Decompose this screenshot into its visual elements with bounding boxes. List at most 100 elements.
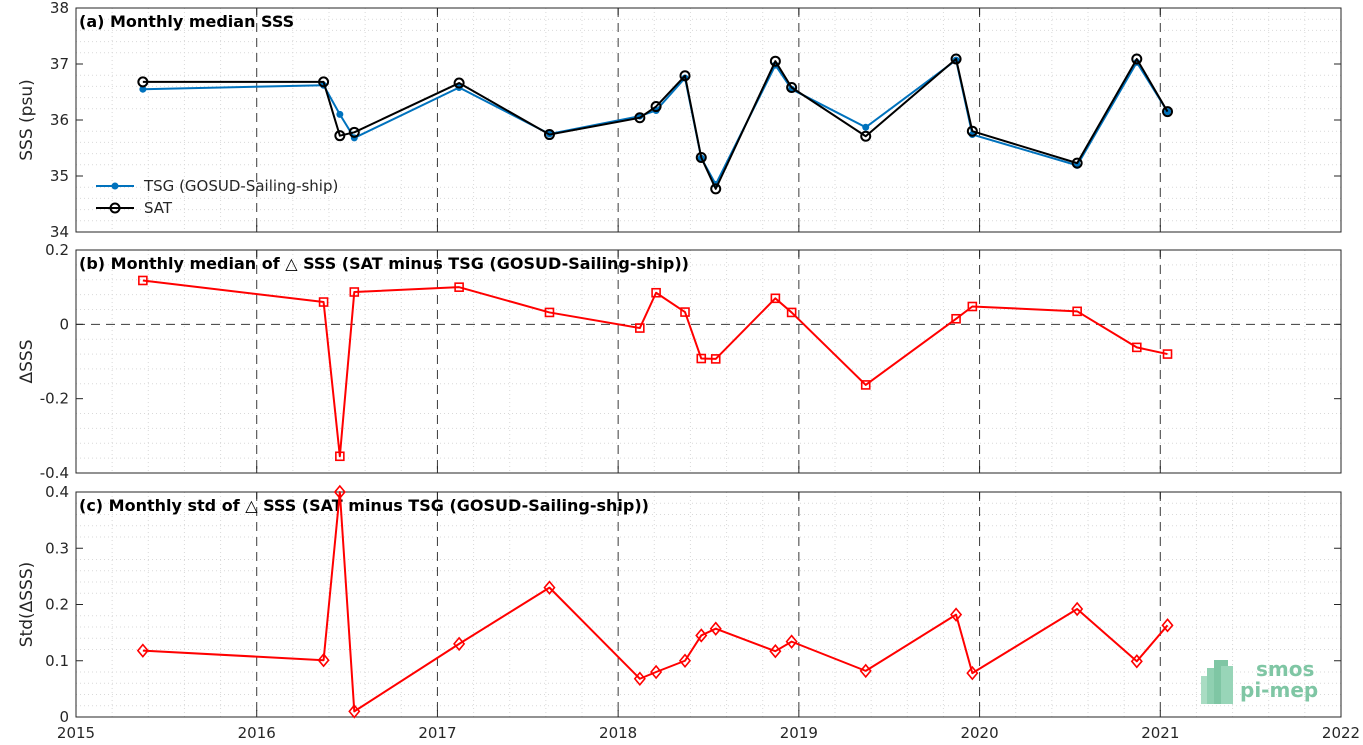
data-point — [1071, 601, 1084, 617]
data-point — [454, 282, 464, 292]
data-point — [770, 293, 781, 304]
data-point — [696, 353, 707, 364]
legend-marker — [109, 202, 121, 214]
x-tick-label: 2021 — [1141, 724, 1179, 742]
x-tick-label: 2020 — [960, 724, 998, 742]
data-point — [769, 55, 781, 67]
data-point — [860, 380, 871, 390]
series-1 — [136, 484, 1174, 719]
data-point — [966, 125, 978, 137]
y-axis-label: SSS (psu) — [17, 79, 37, 160]
data-point — [318, 76, 330, 88]
data-point — [769, 643, 782, 659]
data-point — [860, 130, 872, 142]
data-point — [786, 82, 798, 94]
series-line — [142, 57, 1169, 190]
data-point — [1131, 342, 1142, 353]
smos-pi-mep-logo: smos pi-mep — [1201, 657, 1318, 704]
data-point — [710, 354, 721, 364]
y-tick-label: 0.2 — [45, 596, 69, 614]
y-tick-label: 37 — [50, 55, 69, 73]
plot-area — [76, 250, 1341, 473]
panel-title: (c) Monthly std of △ SSS (SAT minus TSG … — [79, 496, 649, 515]
data-point — [862, 123, 870, 131]
series-line — [142, 491, 1169, 713]
data-point — [1162, 106, 1174, 118]
data-point — [950, 53, 962, 65]
y-tick-label: 36 — [50, 111, 69, 129]
data-point — [634, 112, 646, 124]
y-tick-label: 35 — [50, 167, 69, 185]
axes-box — [75, 249, 1342, 474]
y-tick-label: 0.1 — [45, 652, 69, 670]
data-point — [453, 636, 466, 652]
plot-area — [76, 8, 1341, 232]
x-tick-label: 2022 — [1322, 724, 1360, 742]
data-point — [967, 301, 978, 312]
data-point — [1071, 157, 1083, 169]
y-tick-label: 0.3 — [45, 539, 69, 557]
data-point — [318, 297, 329, 307]
panel-c: 0 0.1 0.2 0.3 0.4 2015 2016 2017 2018 2019 2020 202… — [17, 483, 1360, 742]
data-point — [1162, 349, 1173, 359]
x-tick-label: 2015 — [57, 724, 95, 742]
data-point — [635, 323, 645, 333]
y-tick-label: 0 — [59, 708, 69, 726]
data-point — [543, 129, 555, 141]
y-tick-label: 0.2 — [45, 241, 69, 259]
data-point — [785, 634, 798, 649]
y-tick-label: 34 — [50, 223, 69, 241]
data-point — [679, 70, 691, 82]
data-point — [1130, 654, 1143, 669]
data-point — [709, 621, 722, 636]
y-tick-label: -0.4 — [40, 464, 69, 482]
data-point — [678, 653, 692, 668]
data-point — [544, 307, 555, 318]
data-point — [317, 652, 330, 668]
data-point — [951, 313, 961, 324]
data-point — [453, 77, 465, 89]
y-tick-label: 0 — [59, 315, 69, 333]
legend: TSG (GOSUD-Sailing-ship) SAT — [96, 177, 338, 217]
panel-title: (a) Monthly median SSS — [79, 12, 294, 31]
y-axis-label: ΔSSS — [17, 339, 37, 383]
y-tick-label: -0.2 — [40, 390, 69, 408]
data-point — [334, 130, 346, 142]
x-tick-label: 2018 — [599, 724, 637, 742]
panel-a: 34 35 36 37 38 SSS (psu) (a) Monthly median SS… — [17, 0, 1342, 241]
data-point — [136, 643, 149, 658]
data-point — [139, 85, 147, 93]
data-point — [650, 664, 663, 680]
logo-text-line1: smos — [1256, 657, 1314, 681]
data-point — [138, 275, 148, 286]
data-point — [335, 451, 345, 462]
series-2 — [137, 53, 1174, 195]
data-point — [348, 126, 360, 138]
data-point — [1131, 53, 1143, 65]
legend-marker — [111, 182, 119, 190]
data-point — [348, 704, 361, 719]
y-tick-label: 38 — [50, 0, 69, 17]
logo-wave-mark — [1221, 666, 1233, 704]
data-point — [543, 580, 556, 595]
data-point — [1072, 306, 1082, 317]
data-point — [633, 671, 646, 686]
y-axis-label: Std(ΔSSS) — [17, 562, 37, 648]
data-point — [695, 152, 707, 164]
legend-label: SAT — [144, 199, 173, 217]
data-point — [966, 665, 979, 681]
x-tick-label: 2019 — [780, 724, 818, 742]
data-point — [651, 287, 661, 298]
x-tick-label: 2016 — [238, 724, 276, 742]
data-point — [786, 307, 797, 318]
data-point — [859, 663, 872, 679]
panel-b: -0.4 -0.2 0 0.2 ΔSSS (b) Monthly median of △ … — [17, 241, 1342, 482]
data-point — [137, 76, 149, 88]
data-point — [695, 628, 708, 643]
data-point — [1161, 618, 1174, 633]
y-tick-label: 0.4 — [45, 483, 69, 501]
data-point — [710, 183, 722, 195]
data-point — [336, 110, 344, 118]
x-tick-label: 2017 — [418, 724, 456, 742]
